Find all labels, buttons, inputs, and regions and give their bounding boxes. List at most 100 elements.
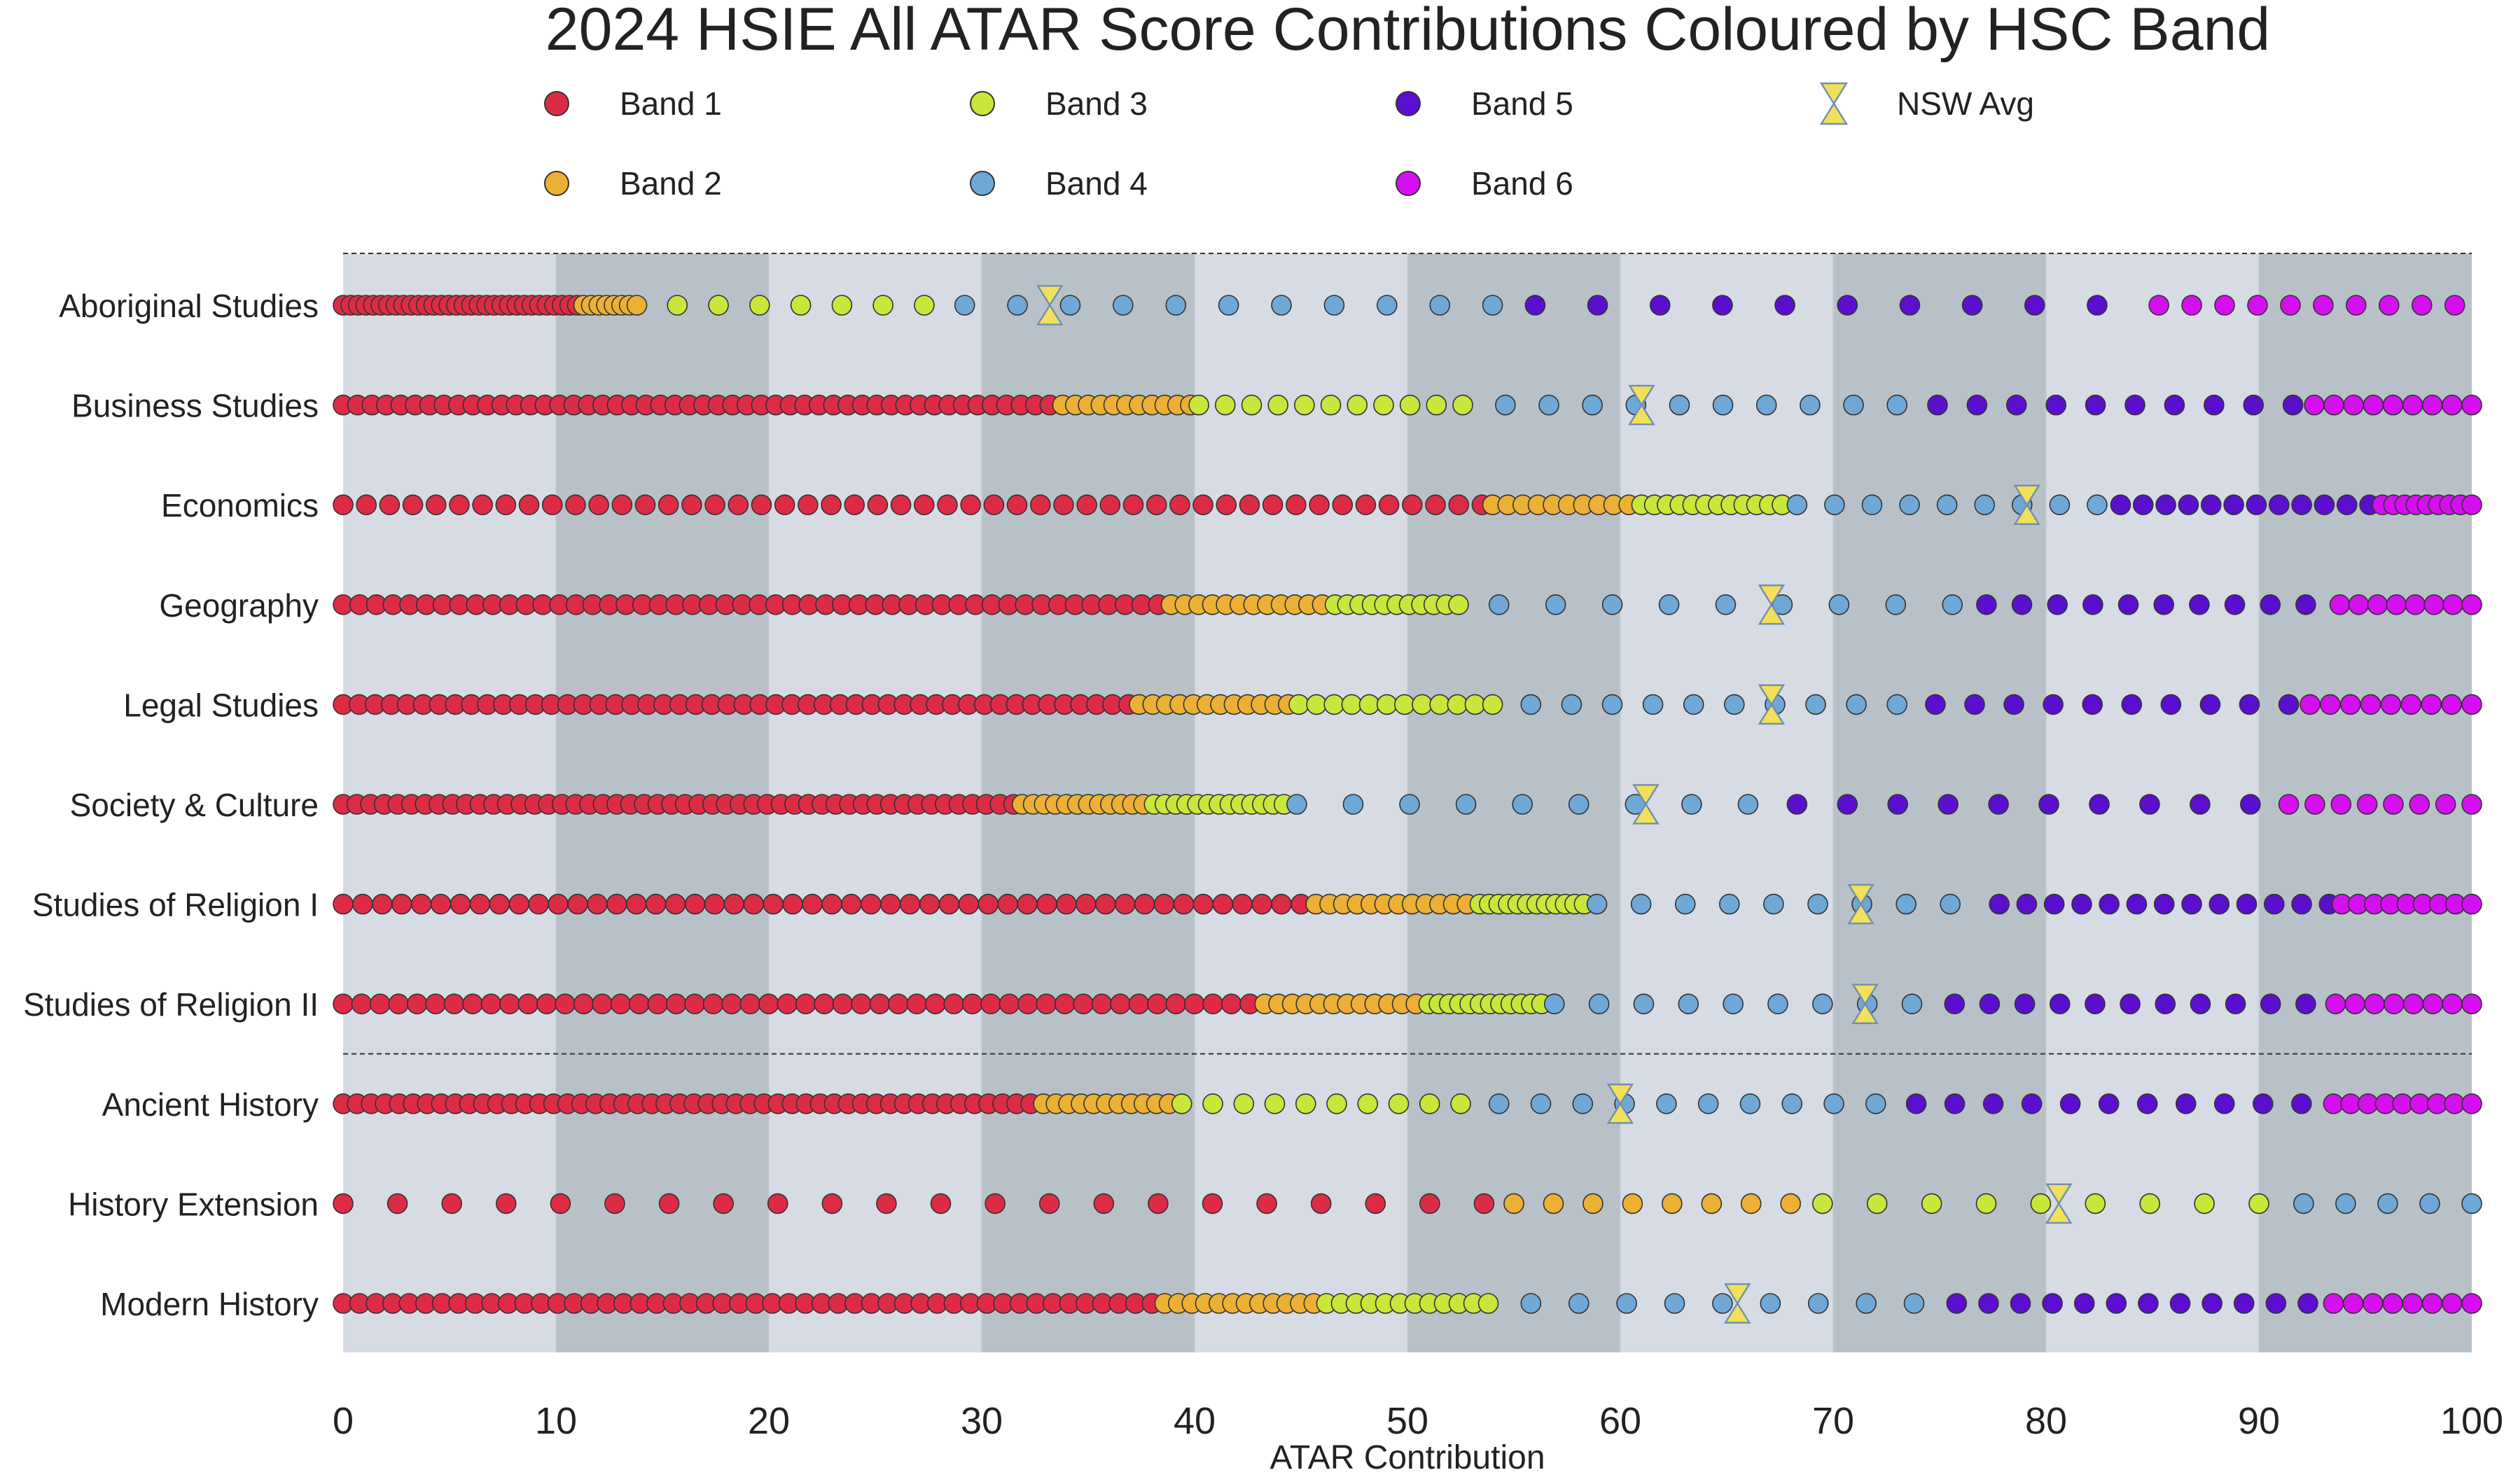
point-band-5 (2153, 594, 2175, 615)
point-band-1 (430, 893, 452, 915)
point-band-4 (1812, 993, 1833, 1014)
point-band-1 (587, 893, 608, 915)
point-band-5 (2252, 1093, 2274, 1114)
point-band-5 (1988, 794, 2009, 815)
point-band-6 (2344, 993, 2366, 1014)
point-band-4 (1942, 594, 1963, 615)
point-band-1 (333, 494, 354, 516)
point-band-5 (2233, 1293, 2255, 1314)
point-band-5 (2291, 494, 2312, 516)
point-band-1 (489, 893, 510, 915)
point-band-1 (777, 993, 798, 1014)
row-label-history-extension: History Extension (68, 1186, 319, 1222)
row-business-studies: Business Studies (71, 384, 2482, 426)
point-band-1 (924, 993, 946, 1014)
legend-label-band-4: Band 4 (1045, 165, 1148, 202)
point-band-3 (1295, 1093, 1316, 1114)
point-band-3 (2248, 1193, 2269, 1214)
point-band-6 (2320, 694, 2341, 715)
point-band-4 (1568, 1293, 1590, 1314)
point-band-5 (2295, 594, 2316, 615)
point-band-1 (713, 1193, 734, 1214)
point-band-3 (1419, 1093, 1440, 1114)
point-band-5 (2003, 694, 2024, 715)
point-band-4 (1630, 893, 1652, 915)
point-band-3 (2194, 1193, 2215, 1214)
point-band-6 (2280, 295, 2301, 316)
point-band-6 (2323, 1293, 2344, 1314)
point-band-1 (684, 893, 706, 915)
point-band-5 (2010, 1293, 2031, 1314)
point-band-1 (387, 1193, 408, 1214)
legend-label-band-6: Band 6 (1471, 165, 1573, 202)
point-band-5 (2014, 993, 2036, 1014)
point-band-4 (1572, 1093, 1594, 1114)
point-band-2 (1701, 1193, 1723, 1214)
point-band-4 (1674, 893, 1696, 915)
point-band-2 (1740, 1193, 1762, 1214)
point-band-1 (821, 1193, 843, 1214)
point-band-5 (2282, 394, 2304, 416)
point-band-1 (704, 893, 725, 915)
point-band-1 (795, 993, 816, 1014)
point-band-1 (869, 993, 891, 1014)
point-band-1 (388, 993, 410, 1014)
point-band-1 (665, 993, 687, 1014)
x-tick-label: 80 (2025, 1400, 2067, 1442)
point-band-1 (1017, 893, 1038, 915)
point-band-4 (1582, 394, 1603, 416)
nsw-avg-marker (2013, 484, 2040, 525)
point-band-5 (1978, 1293, 1999, 1314)
point-band-1 (352, 893, 373, 915)
point-band-3 (1214, 394, 1236, 416)
point-band-4 (1767, 993, 1788, 1014)
point-band-5 (2059, 1093, 2081, 1114)
point-band-5 (2239, 694, 2260, 715)
point-band-6 (2380, 694, 2402, 715)
point-band-5 (1774, 295, 1795, 316)
point-band-1 (960, 494, 981, 516)
point-band-1 (782, 893, 803, 915)
point-band-4 (1323, 295, 1345, 316)
x-tick-label: 60 (1599, 1400, 1641, 1442)
point-band-2 (626, 295, 648, 316)
row-legal-studies: Legal Studies (123, 684, 2482, 725)
point-band-1 (1183, 993, 1205, 1014)
point-band-4 (1059, 295, 1081, 316)
point-band-6 (2323, 394, 2344, 416)
nsw-avg-marker (1606, 1084, 1634, 1124)
point-band-4 (1712, 1293, 1733, 1314)
point-band-1 (1054, 993, 1076, 1014)
point-band-1 (472, 494, 493, 516)
point-band-4 (1482, 295, 1503, 316)
point-band-6 (2405, 594, 2426, 615)
point-band-1 (1053, 494, 1074, 516)
point-band-6 (2461, 1293, 2482, 1314)
point-band-4 (1342, 794, 1364, 815)
point-band-4 (1165, 295, 1187, 316)
point-band-5 (2175, 1093, 2197, 1114)
point-band-6 (2323, 1093, 2344, 1114)
point-band-4 (1723, 993, 1744, 1014)
point-band-4 (2335, 1193, 2356, 1214)
point-band-4 (1805, 694, 1826, 715)
point-band-6 (2304, 794, 2325, 815)
point-band-6 (2444, 295, 2465, 316)
point-band-3 (749, 295, 770, 316)
point-band-4 (1712, 394, 1734, 416)
point-band-1 (702, 993, 724, 1014)
point-band-6 (2346, 295, 2367, 316)
point-band-1 (1038, 1193, 1060, 1214)
point-band-3 (1294, 394, 1315, 416)
point-band-1 (867, 494, 889, 516)
point-band-1 (913, 494, 935, 516)
point-band-3 (1320, 394, 1342, 416)
point-band-4 (1286, 794, 1307, 815)
point-band-5 (2082, 694, 2103, 715)
point-band-4 (1642, 694, 1664, 715)
point-band-4 (1755, 394, 1777, 416)
point-band-6 (2426, 1093, 2448, 1114)
point-band-3 (1326, 1093, 1347, 1114)
point-band-4 (1377, 295, 1398, 316)
